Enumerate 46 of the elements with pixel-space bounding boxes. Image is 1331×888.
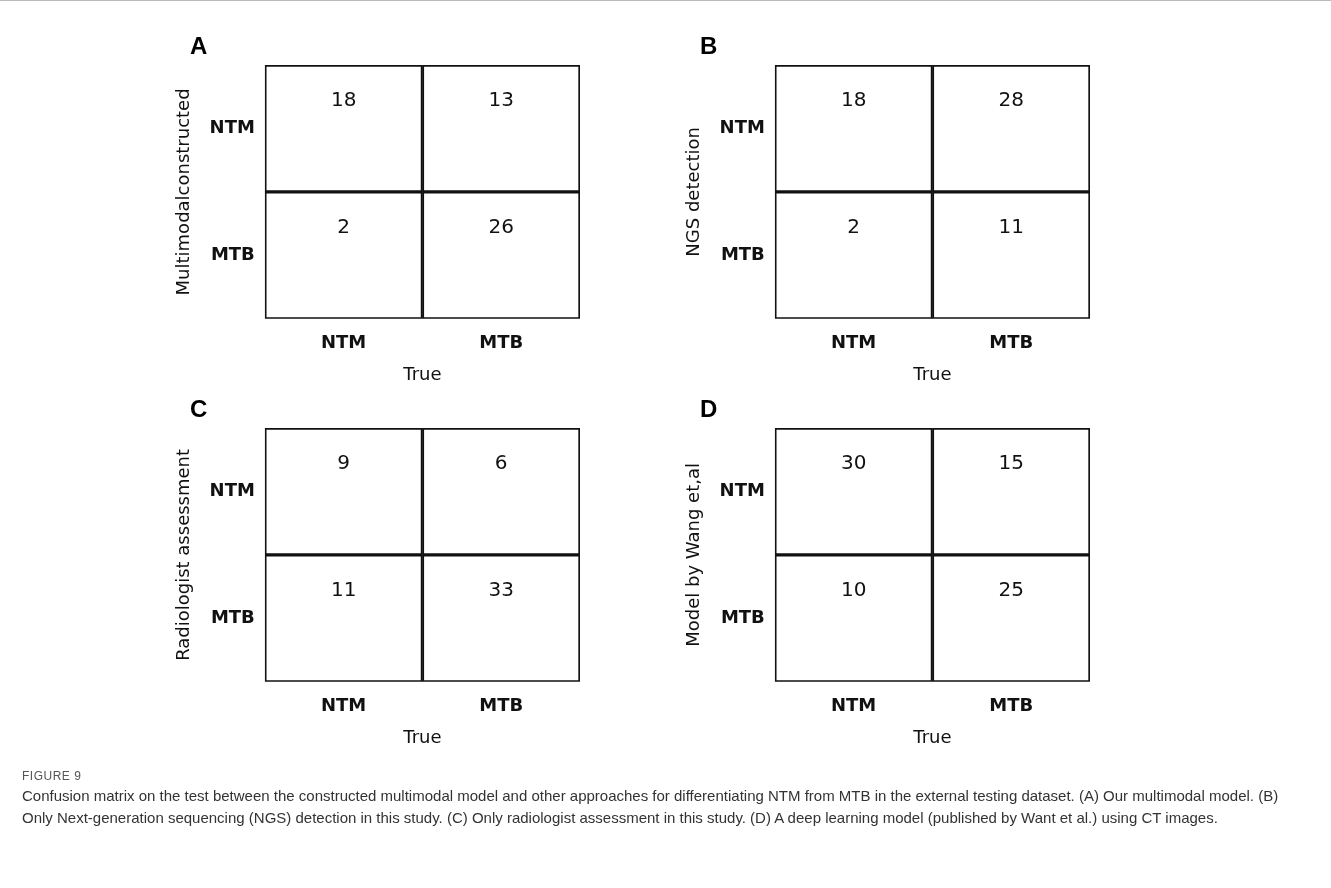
data-label: 33 xyxy=(488,576,514,601)
data-label: 30 xyxy=(840,449,867,474)
data-label: 11 xyxy=(998,213,1024,238)
x-tick-label: NTM xyxy=(321,331,367,353)
data-label: 10 xyxy=(840,576,867,601)
y-tick-label: NTM xyxy=(209,116,255,138)
y-tick-label: MTB xyxy=(720,606,765,628)
chart-title: C xyxy=(190,395,208,423)
y-tick-label: NTM xyxy=(209,479,255,501)
x-tick-label: NTM xyxy=(321,694,367,716)
data-label: 13 xyxy=(488,86,514,111)
x-axis-title: True xyxy=(912,362,952,384)
y-tick-label: NTM xyxy=(719,116,765,138)
y-axis-title: NGS detection xyxy=(682,127,704,257)
y-axis-title: Radiologist assessment xyxy=(172,448,194,661)
x-tick-label: MTB xyxy=(989,331,1034,353)
x-tick-label: MTB xyxy=(479,331,524,353)
data-label: 28 xyxy=(998,86,1024,111)
caption: FIGURE 9 xyxy=(22,768,83,785)
data-label: 25 xyxy=(998,576,1024,601)
chart-title: D xyxy=(700,395,718,423)
data-label: 2 xyxy=(847,213,861,238)
data-label: 18 xyxy=(840,86,867,111)
y-axis-title: Model by Wang et,al xyxy=(682,463,704,647)
x-axis-title: True xyxy=(912,725,952,747)
data-label: 2 xyxy=(337,213,351,238)
x-tick-label: NTM xyxy=(831,694,877,716)
y-tick-label: MTB xyxy=(210,606,255,628)
y-tick-label: NTM xyxy=(719,479,765,501)
x-tick-label: NTM xyxy=(831,331,877,353)
x-axis-title: True xyxy=(402,362,442,384)
data-label: 26 xyxy=(488,213,514,238)
x-axis-title: True xyxy=(402,725,442,747)
y-tick-label: MTB xyxy=(210,243,255,265)
chart-title: B xyxy=(700,32,718,60)
x-tick-label: MTB xyxy=(989,694,1034,716)
chart-title: A xyxy=(190,32,208,60)
text: Confusion matrix on the test between the constructed multimodal model and other approaches for differentiating NTM from MTB in the external testing dataset. (A) Our multimodal model. (B) Only Next-generation sequencing (NGS) detection in this study. (C) Only radiologist assessment in this study. (D) A deep learning model (published by Want et al.) using CT images. xyxy=(22,786,1280,829)
data-label: 15 xyxy=(998,449,1024,474)
data-label: 11 xyxy=(330,576,357,601)
data-label: 18 xyxy=(330,86,357,111)
data-label: 6 xyxy=(494,449,508,474)
data-label: 9 xyxy=(337,449,351,474)
x-tick-label: MTB xyxy=(479,694,524,716)
y-tick-label: MTB xyxy=(720,243,765,265)
y-axis-title: Multimodalconstructed xyxy=(172,88,194,296)
